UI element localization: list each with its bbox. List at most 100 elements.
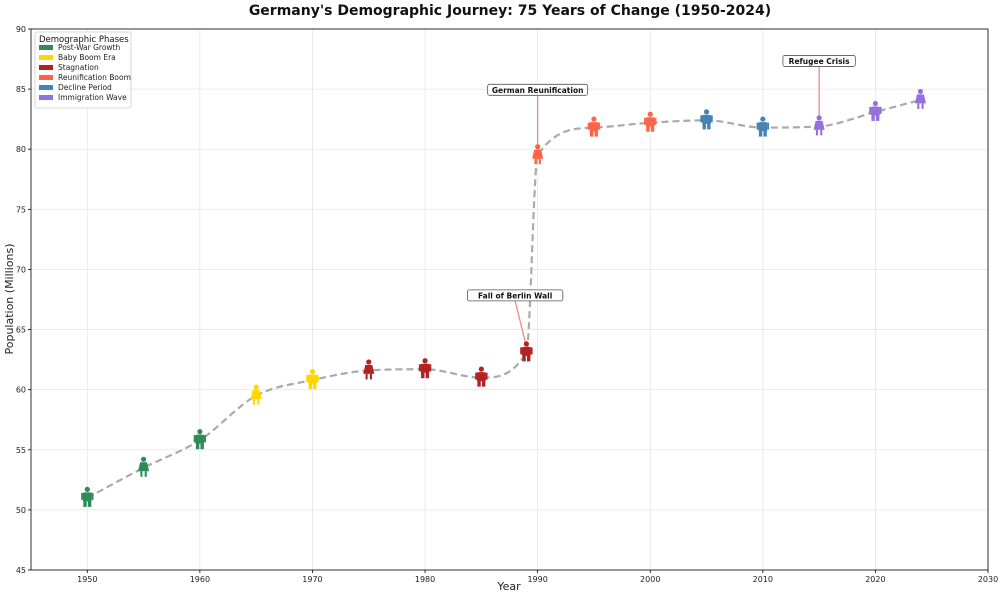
person-right-leg bbox=[481, 380, 486, 387]
person-right-leg bbox=[425, 372, 430, 379]
annotation-label: Fall of Berlin Wall bbox=[478, 291, 552, 300]
annotation-box bbox=[467, 289, 564, 302]
y-tick-label: 55 bbox=[16, 446, 26, 455]
person-right-arm bbox=[316, 375, 319, 383]
y-tick-label: 45 bbox=[16, 566, 26, 575]
person-head bbox=[760, 116, 766, 122]
person-right-leg bbox=[257, 399, 260, 405]
person-left-leg bbox=[702, 123, 706, 130]
y-tick-label: 60 bbox=[16, 386, 26, 395]
data-point-1985 bbox=[475, 366, 488, 387]
person-torso bbox=[870, 106, 880, 116]
person-head bbox=[309, 368, 316, 375]
person-right-arm bbox=[530, 347, 533, 355]
person-right-leg bbox=[876, 114, 880, 121]
data-point-1955 bbox=[138, 456, 150, 477]
legend-label: Reunification Boom bbox=[58, 73, 131, 82]
plot-frame bbox=[30, 28, 989, 571]
person-left-leg bbox=[421, 372, 425, 379]
person-left-leg bbox=[589, 130, 594, 137]
data-point-1995 bbox=[587, 116, 601, 137]
person-torso bbox=[476, 372, 486, 382]
person-torso bbox=[702, 114, 712, 124]
person-right-arm bbox=[879, 106, 882, 114]
person-head bbox=[523, 341, 529, 347]
person-head bbox=[253, 384, 259, 390]
legend-label: Post-War Growth bbox=[58, 43, 120, 52]
legend-label: Stagnation bbox=[58, 63, 99, 72]
person-right-arm bbox=[204, 435, 207, 443]
person-dress bbox=[138, 462, 150, 472]
data-point-2015 bbox=[813, 115, 825, 136]
person-head bbox=[84, 486, 90, 492]
person-right-arm bbox=[91, 492, 94, 500]
person-left-leg bbox=[534, 158, 537, 165]
data-point-1980 bbox=[418, 358, 432, 379]
legend-swatch bbox=[39, 95, 53, 100]
person-left-arm bbox=[81, 492, 83, 500]
person-right-arm bbox=[598, 122, 601, 130]
person-right-leg bbox=[707, 123, 711, 130]
person-left-arm bbox=[700, 115, 703, 123]
annotation: Fall of Berlin Wall bbox=[467, 289, 564, 347]
person-head bbox=[703, 109, 710, 115]
person-right-leg bbox=[200, 443, 204, 450]
person-left-leg bbox=[140, 471, 143, 477]
y-tick-label: 75 bbox=[16, 205, 26, 214]
data-point-2005 bbox=[700, 109, 713, 130]
person-head bbox=[872, 100, 879, 107]
annotations: Fall of Berlin Wall German Reunification R… bbox=[467, 55, 856, 347]
person-torso bbox=[195, 434, 205, 444]
person-right-leg bbox=[820, 129, 823, 136]
person-head bbox=[647, 111, 653, 117]
x-tick-label: 1950 bbox=[77, 575, 97, 584]
person-dress bbox=[250, 390, 262, 400]
data-point-2010 bbox=[756, 116, 770, 137]
legend-swatch bbox=[39, 65, 53, 70]
population-line-layer bbox=[86, 98, 921, 499]
person-right-leg bbox=[538, 158, 541, 165]
data-point-2024 bbox=[914, 88, 926, 109]
x-tick-label: 1960 bbox=[190, 575, 210, 584]
person-right-leg bbox=[921, 103, 924, 109]
person-head bbox=[591, 116, 597, 122]
data-point-1965 bbox=[250, 384, 262, 405]
data-point-2020 bbox=[869, 100, 882, 121]
legend-box bbox=[34, 31, 132, 109]
legend-label: Immigration Wave bbox=[58, 93, 127, 102]
person-left-leg bbox=[871, 114, 875, 121]
person-right-arm bbox=[654, 117, 657, 125]
annotation-label: Refugee Crisis bbox=[789, 57, 850, 66]
data-point-1989 bbox=[520, 341, 533, 362]
y-tick-label: 90 bbox=[16, 25, 26, 34]
person-right-leg bbox=[313, 383, 317, 390]
annotation: Refugee Crisis bbox=[782, 55, 856, 121]
person-right-leg bbox=[594, 130, 598, 137]
x-tick-label: 2000 bbox=[640, 575, 660, 584]
data-point-1990 bbox=[532, 144, 544, 165]
population-points bbox=[81, 88, 926, 507]
person-head bbox=[197, 429, 203, 435]
person-right-leg bbox=[526, 355, 531, 362]
person-left-leg bbox=[646, 125, 650, 132]
person-torso bbox=[589, 122, 599, 132]
legend-swatch bbox=[39, 85, 53, 90]
y-axis-label: Population (Millions) bbox=[3, 243, 16, 354]
y-tick-label: 50 bbox=[16, 506, 26, 515]
person-left-arm bbox=[418, 364, 421, 372]
person-left-arm bbox=[587, 122, 590, 130]
person-left-arm bbox=[306, 375, 309, 383]
data-point-1975 bbox=[363, 359, 375, 380]
person-left-leg bbox=[758, 130, 763, 137]
legend-swatch bbox=[39, 45, 53, 50]
y-tick-label: 80 bbox=[16, 145, 26, 154]
person-right-leg bbox=[763, 130, 767, 137]
person-right-leg bbox=[369, 373, 372, 380]
legend-label: Baby Boom Era bbox=[58, 53, 116, 62]
person-head bbox=[140, 456, 147, 462]
annotation-arrow bbox=[514, 300, 527, 347]
person-dress bbox=[914, 94, 926, 104]
x-tick-label: 2020 bbox=[865, 575, 885, 584]
